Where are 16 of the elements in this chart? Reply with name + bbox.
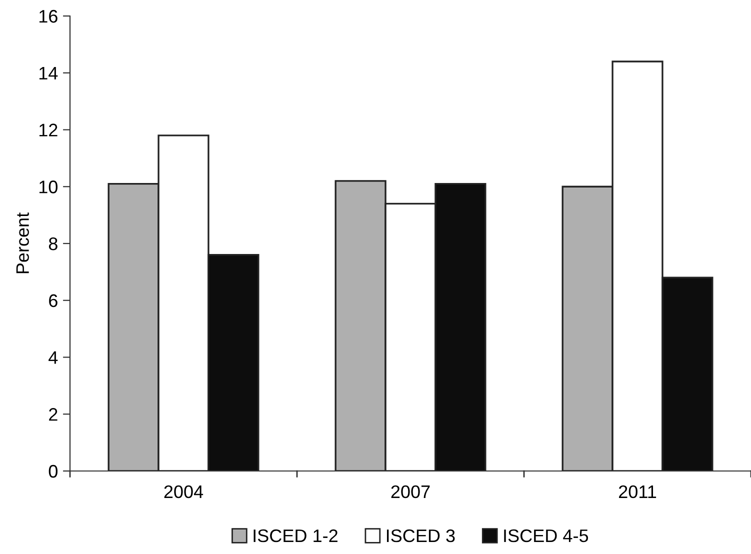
y-tick-label: 4: [48, 351, 58, 364]
legend-label: ISCED 3: [386, 529, 455, 542]
legend-label: ISCED 1-2: [254, 529, 338, 542]
y-tick-label: 12: [39, 124, 58, 136]
x-tick-label: 2007: [391, 485, 430, 498]
y-tick-label: 6: [49, 294, 58, 308]
y-tick-label: 2: [49, 408, 58, 421]
y-tick-label: 16: [39, 10, 58, 23]
y-tick-label: 14: [39, 66, 58, 80]
y-tick-label: 10: [39, 180, 58, 194]
y-tick-label: 0: [48, 464, 58, 478]
legend-label: ISCED 4-5: [504, 529, 588, 542]
y-axis-title: Percent: [16, 212, 29, 274]
y-tick-label: 8: [48, 237, 58, 250]
x-tick-label: 2011: [618, 485, 656, 498]
x-tick-label: 2004: [164, 485, 204, 498]
